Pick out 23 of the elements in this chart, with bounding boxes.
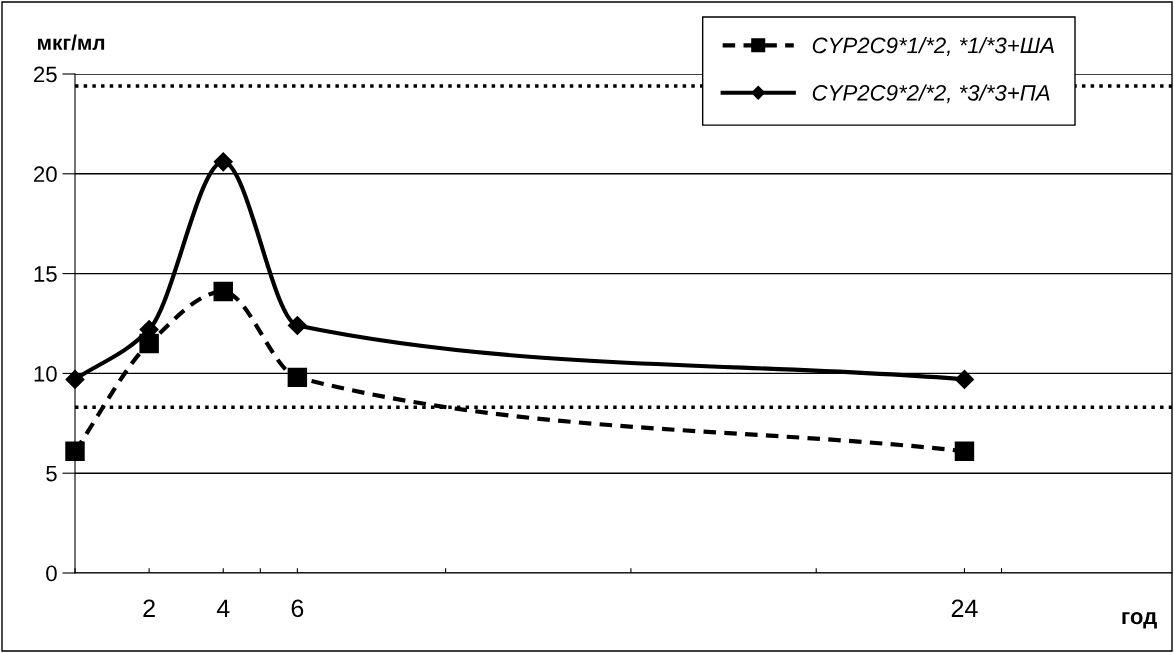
legend-label: CYP2C9*1/*2, *1/*3+ША — [812, 37, 1054, 56]
x-tick-label: 2 — [143, 599, 155, 617]
point — [65, 369, 85, 389]
y-tick-label: 10 — [34, 365, 57, 382]
y-axis-title: мкг/мл — [38, 34, 105, 51]
x-tick-label: 4 — [216, 599, 230, 617]
point — [287, 315, 307, 336]
point — [213, 152, 233, 172]
point — [213, 281, 233, 302]
point — [954, 441, 975, 461]
point — [65, 441, 85, 461]
point — [139, 333, 159, 354]
y-tick-label: 25 — [34, 66, 57, 83]
y-tick-label: 20 — [34, 166, 57, 183]
y-tick-label: 15 — [34, 266, 57, 282]
y-tick-label: 0 — [46, 565, 57, 582]
legend-label: CYP2C9*2/*2, *3/*3+ПА — [812, 84, 1050, 104]
point — [954, 369, 974, 389]
y-tick-label: 5 — [46, 465, 57, 482]
point — [287, 367, 308, 388]
x-tick-label: 24 — [951, 599, 978, 617]
x-tick-label: 6 — [291, 599, 304, 618]
x-axis-title: год — [1122, 612, 1157, 629]
